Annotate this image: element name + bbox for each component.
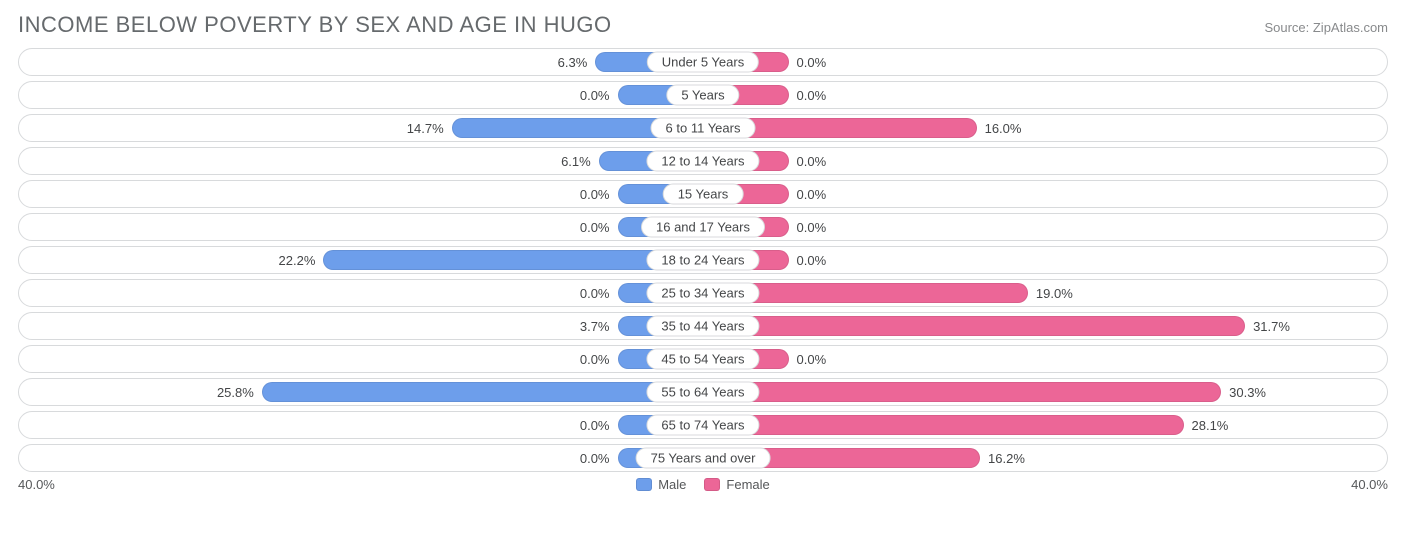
- category-label: 18 to 24 Years: [646, 250, 759, 271]
- value-label-male: 0.0%: [580, 214, 610, 240]
- legend-item-male: Male: [636, 477, 686, 492]
- diverging-bar-chart: 6.3% 0.0% Under 5 Years 0.0% 0.0% 5 Years 14.7…: [18, 48, 1388, 472]
- value-label-female: 16.2%: [988, 445, 1025, 471]
- chart-row: 14.7% 16.0% 6 to 11 Years: [18, 114, 1388, 142]
- category-label: 55 to 64 Years: [646, 382, 759, 403]
- chart-row: 6.3% 0.0% Under 5 Years: [18, 48, 1388, 76]
- value-label-male: 25.8%: [217, 379, 254, 405]
- value-label-female: 0.0%: [797, 214, 827, 240]
- value-label-male: 6.1%: [561, 148, 591, 174]
- category-label: 16 and 17 Years: [641, 217, 765, 238]
- bar-female: [703, 316, 1245, 336]
- value-label-male: 14.7%: [407, 115, 444, 141]
- value-label-female: 0.0%: [797, 346, 827, 372]
- value-label-female: 30.3%: [1229, 379, 1266, 405]
- chart-row: 25.8% 30.3% 55 to 64 Years: [18, 378, 1388, 406]
- chart-row: 0.0% 16.2% 75 Years and over: [18, 444, 1388, 472]
- value-label-male: 0.0%: [580, 181, 610, 207]
- value-label-male: 6.3%: [558, 49, 588, 75]
- bar-male: [262, 382, 703, 402]
- category-label: 75 Years and over: [636, 448, 771, 469]
- legend: Male Female: [636, 477, 770, 492]
- value-label-female: 0.0%: [797, 49, 827, 75]
- value-label-male: 0.0%: [580, 445, 610, 471]
- value-label-female: 28.1%: [1192, 412, 1229, 438]
- chart-row: 0.0% 0.0% 5 Years: [18, 81, 1388, 109]
- chart-footer: 40.0% Male Female 40.0%: [18, 477, 1388, 492]
- legend-swatch-female: [704, 478, 720, 491]
- category-label: Under 5 Years: [647, 52, 759, 73]
- legend-label-female: Female: [726, 477, 769, 492]
- value-label-female: 19.0%: [1036, 280, 1073, 306]
- chart-row: 22.2% 0.0% 18 to 24 Years: [18, 246, 1388, 274]
- chart-row: 0.0% 0.0% 15 Years: [18, 180, 1388, 208]
- chart-row: 0.0% 0.0% 45 to 54 Years: [18, 345, 1388, 373]
- chart-row: 3.7% 31.7% 35 to 44 Years: [18, 312, 1388, 340]
- bar-female: [703, 382, 1221, 402]
- value-label-male: 0.0%: [580, 280, 610, 306]
- legend-label-male: Male: [658, 477, 686, 492]
- value-label-male: 0.0%: [580, 412, 610, 438]
- chart-row: 0.0% 19.0% 25 to 34 Years: [18, 279, 1388, 307]
- value-label-male: 0.0%: [580, 346, 610, 372]
- bar-female: [703, 415, 1184, 435]
- chart-title: INCOME BELOW POVERTY BY SEX AND AGE IN H…: [18, 12, 612, 38]
- axis-left-max: 40.0%: [18, 477, 55, 492]
- chart-row: 0.0% 0.0% 16 and 17 Years: [18, 213, 1388, 241]
- category-label: 35 to 44 Years: [646, 316, 759, 337]
- chart-header: INCOME BELOW POVERTY BY SEX AND AGE IN H…: [18, 12, 1388, 38]
- value-label-female: 0.0%: [797, 82, 827, 108]
- category-label: 6 to 11 Years: [651, 118, 756, 139]
- value-label-female: 16.0%: [985, 115, 1022, 141]
- chart-row: 0.0% 28.1% 65 to 74 Years: [18, 411, 1388, 439]
- value-label-male: 3.7%: [580, 313, 610, 339]
- value-label-female: 0.0%: [797, 148, 827, 174]
- chart-row: 6.1% 0.0% 12 to 14 Years: [18, 147, 1388, 175]
- legend-item-female: Female: [704, 477, 769, 492]
- category-label: 45 to 54 Years: [646, 349, 759, 370]
- category-label: 65 to 74 Years: [646, 415, 759, 436]
- chart-source: Source: ZipAtlas.com: [1264, 20, 1388, 35]
- value-label-female: 31.7%: [1253, 313, 1290, 339]
- category-label: 25 to 34 Years: [646, 283, 759, 304]
- category-label: 15 Years: [663, 184, 744, 205]
- value-label-female: 0.0%: [797, 247, 827, 273]
- legend-swatch-male: [636, 478, 652, 491]
- axis-right-max: 40.0%: [1351, 477, 1388, 492]
- value-label-female: 0.0%: [797, 181, 827, 207]
- category-label: 12 to 14 Years: [646, 151, 759, 172]
- value-label-male: 22.2%: [279, 247, 316, 273]
- category-label: 5 Years: [666, 85, 739, 106]
- value-label-male: 0.0%: [580, 82, 610, 108]
